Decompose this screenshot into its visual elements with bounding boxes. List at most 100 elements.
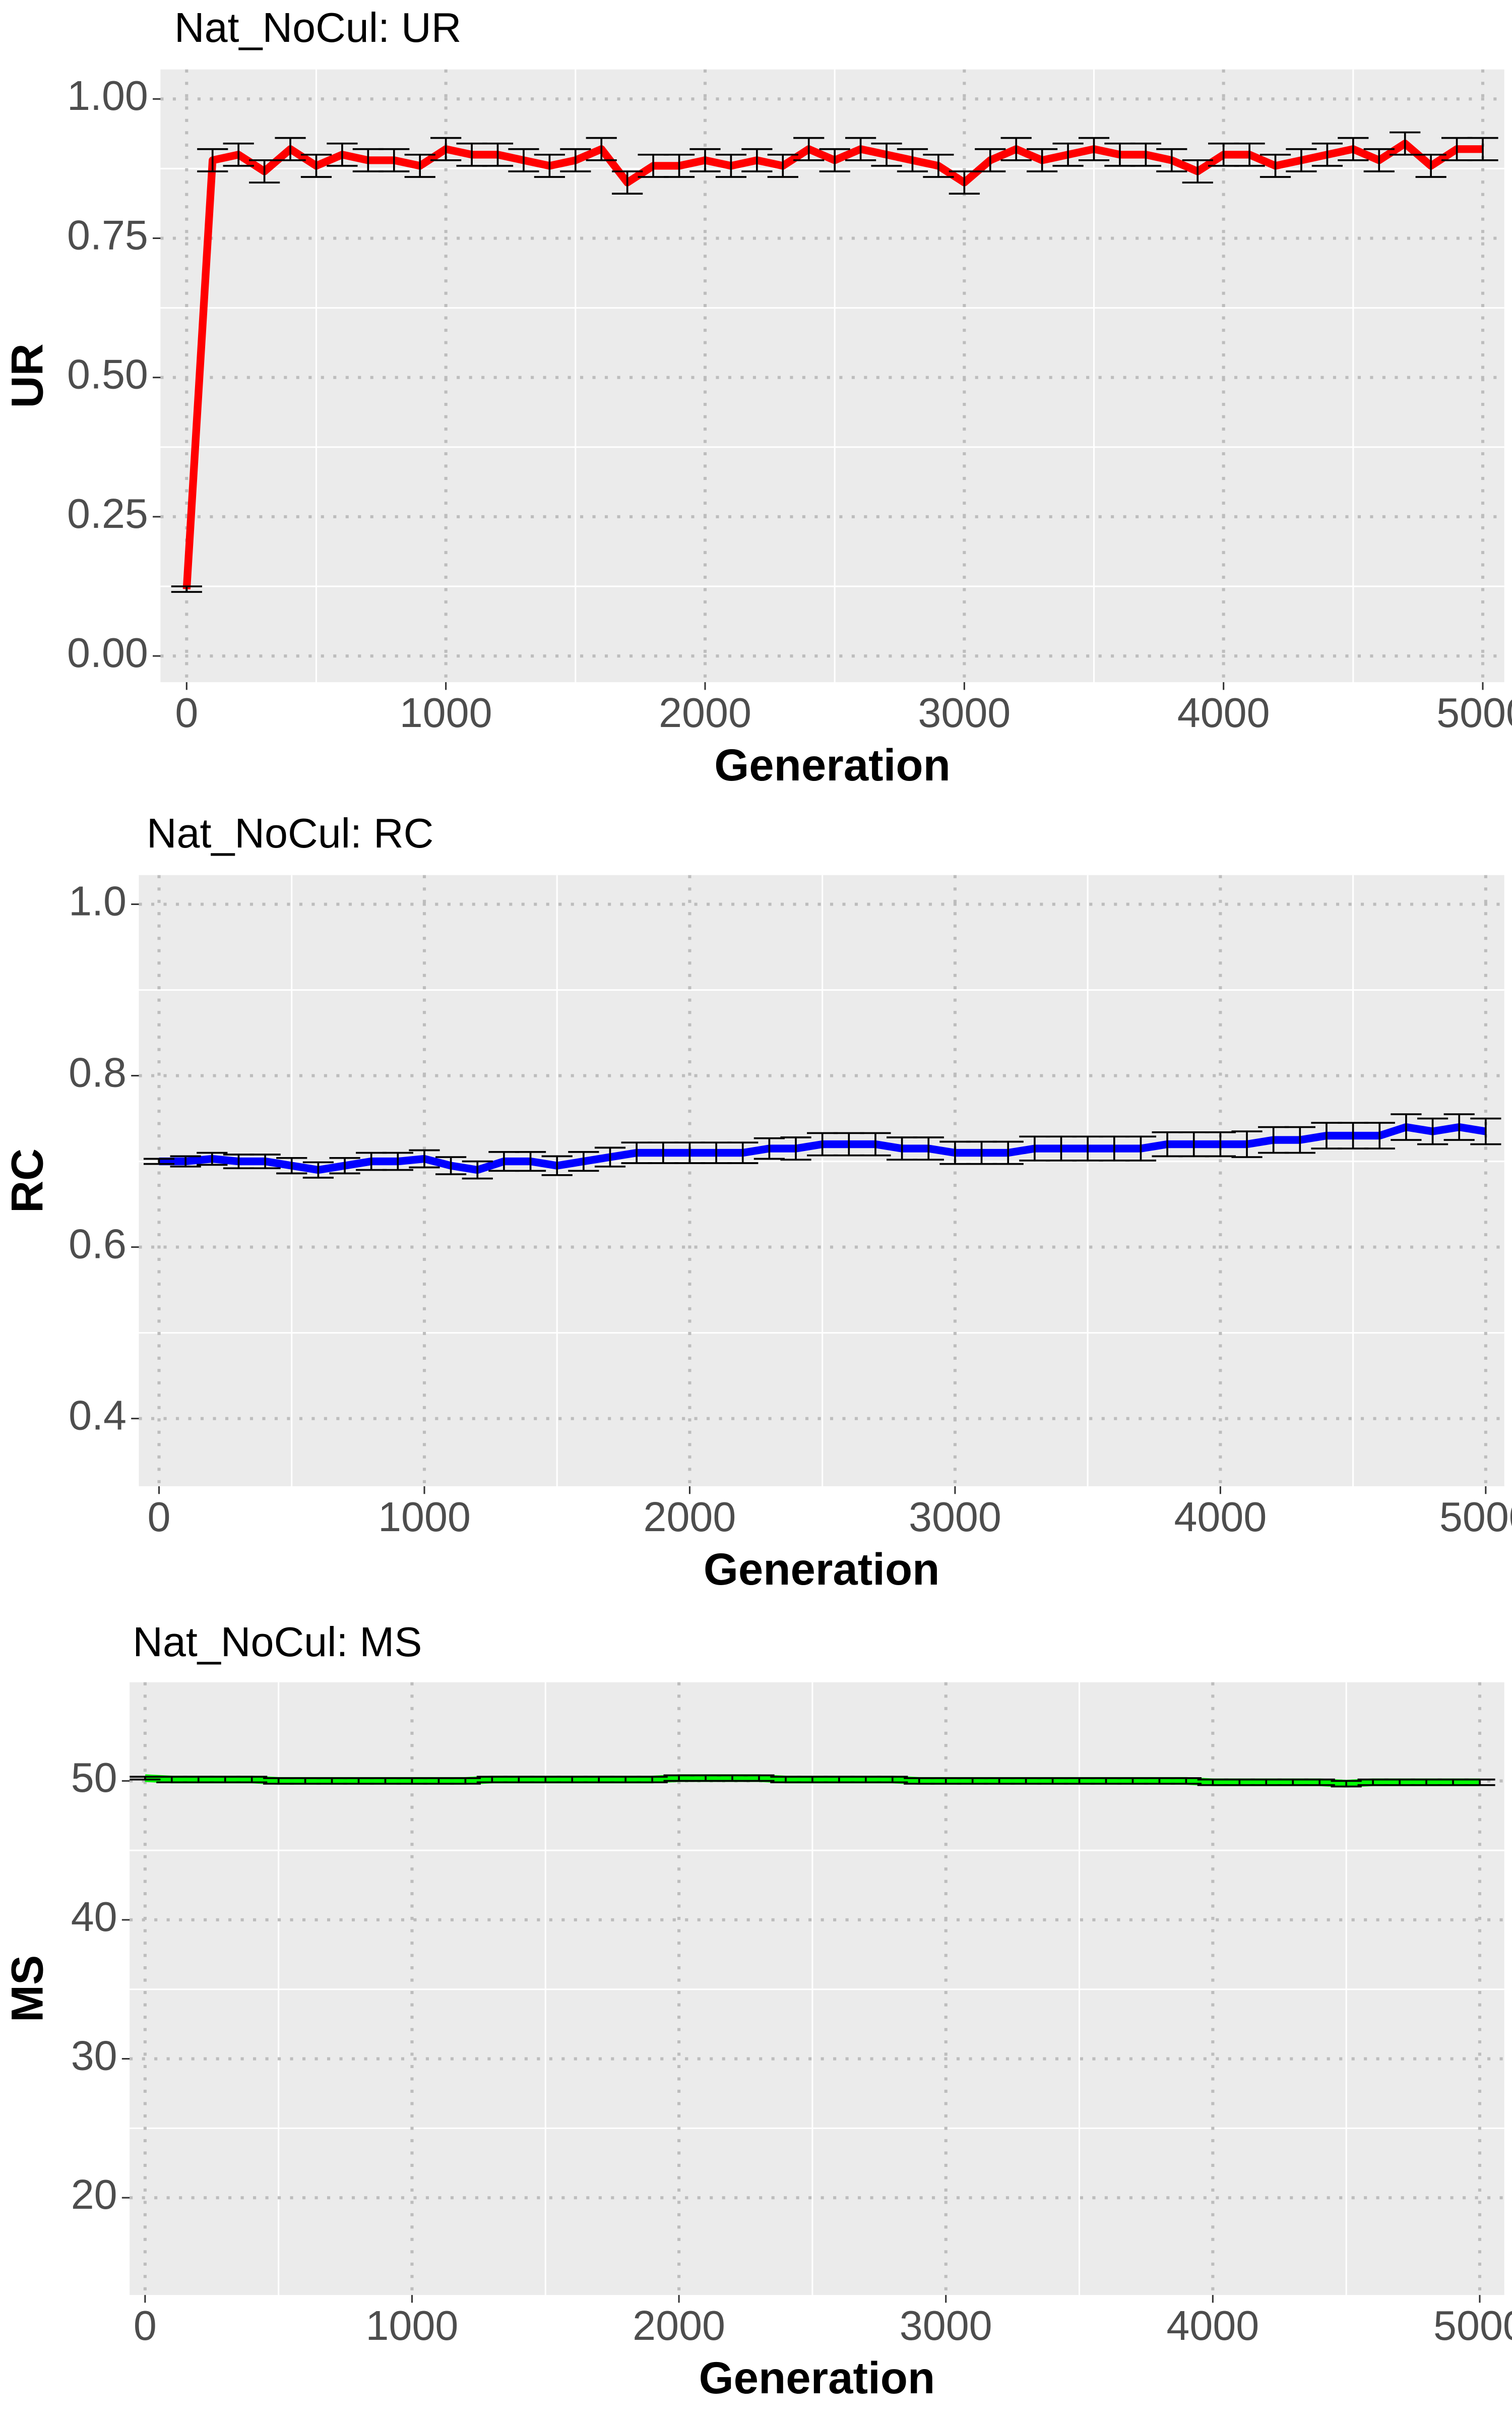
error-bar (807, 1132, 838, 1157)
error-bar (689, 148, 721, 172)
y-tick-label: 30 (71, 2032, 117, 2079)
error-bar (143, 1158, 175, 1165)
x-tick-label: 4000 (1177, 689, 1270, 736)
x-tick-label: 5000 (1439, 1493, 1512, 1540)
error-bar (170, 1155, 201, 1168)
error-bar (871, 142, 902, 167)
error-bar (1182, 159, 1213, 184)
error-bar (741, 148, 773, 172)
x-tick-label: 2000 (644, 1493, 736, 1540)
error-bar (1443, 1113, 1475, 1141)
error-bar (1363, 148, 1395, 172)
error-bar (263, 1777, 294, 1785)
error-bar (1052, 142, 1084, 167)
error-bar (1027, 148, 1058, 172)
error-bar (717, 1774, 748, 1782)
y-tick-label: 20 (71, 2171, 117, 2218)
y-tick-label: 0.6 (69, 1220, 127, 1267)
error-bar (482, 142, 514, 167)
error-bar (1152, 1131, 1183, 1158)
error-bar (210, 1776, 241, 1783)
error-bar (975, 148, 1006, 172)
error-bar (957, 1777, 988, 1785)
y-axis-label: MS (3, 1955, 52, 2022)
error-bar (1063, 1777, 1095, 1785)
error-bar (276, 1157, 307, 1175)
error-bar (674, 1141, 706, 1164)
error-bar (430, 137, 462, 161)
error-bar (727, 1141, 759, 1164)
error-bar (1304, 1778, 1335, 1786)
error-bar (770, 1776, 801, 1783)
y-tick-label: 0.4 (69, 1392, 127, 1438)
error-bar (663, 153, 695, 178)
error-bar (984, 1777, 1015, 1785)
error-bar (690, 1774, 721, 1782)
x-tick-label: 1000 (400, 689, 492, 736)
error-bar (456, 142, 487, 167)
error-bar (1090, 1777, 1122, 1785)
error-bar (1078, 137, 1110, 161)
error-bar (171, 585, 202, 593)
error-bar (1284, 1126, 1315, 1154)
y-tick-label: 0.25 (67, 490, 148, 537)
error-bar (249, 1154, 281, 1170)
error-bar (197, 148, 228, 172)
y-tick-label: 1.00 (67, 72, 148, 119)
x-tick-label: 2000 (633, 2302, 725, 2349)
error-bar (183, 1776, 214, 1783)
chart-title: Nat_NoCul: RC (147, 810, 434, 857)
error-bar (300, 153, 332, 178)
error-bar (508, 148, 539, 172)
error-bar (1390, 131, 1421, 156)
error-bar (462, 1160, 493, 1180)
error-bar (797, 1776, 828, 1783)
error-bar (1197, 1778, 1228, 1786)
error-bar (887, 1136, 918, 1161)
error-bar (275, 137, 306, 161)
error-bar (130, 1776, 161, 1781)
error-bar (992, 1140, 1024, 1165)
error-bar (1258, 1126, 1289, 1154)
error-bar (290, 1777, 321, 1785)
error-bar (583, 1776, 614, 1783)
error-bar (327, 142, 358, 167)
error-bar (1417, 1117, 1448, 1145)
error-bar (556, 1776, 588, 1783)
error-bar (1144, 1777, 1175, 1785)
error-bar (638, 153, 669, 178)
error-bar (1000, 137, 1032, 161)
error-bar (1337, 1122, 1369, 1150)
x-tick-label: 4000 (1166, 2302, 1259, 2349)
error-bar (1311, 1122, 1342, 1150)
y-tick-label: 0.75 (67, 211, 148, 258)
error-bar (663, 1774, 695, 1782)
error-bar (1338, 137, 1369, 161)
error-bar (860, 1132, 891, 1157)
error-bar (1415, 153, 1446, 178)
error-bar (793, 137, 825, 161)
error-bar (1130, 142, 1161, 167)
error-bar (1072, 1135, 1103, 1162)
error-bar (753, 1137, 785, 1160)
error-bar (923, 153, 954, 178)
error-bar (1311, 142, 1343, 167)
y-tick-label: 0.50 (67, 351, 148, 398)
error-bar (302, 1161, 334, 1179)
error-bar (534, 153, 565, 178)
x-tick-label: 0 (134, 2302, 157, 2349)
error-bar (767, 153, 798, 178)
x-axis-label: Generation (699, 2353, 935, 2403)
error-bar (515, 1151, 546, 1172)
error-bar (743, 1774, 775, 1782)
error-bar (1205, 1131, 1236, 1158)
error-bar (610, 1776, 641, 1783)
x-tick-label: 5000 (1436, 689, 1512, 736)
error-bar (594, 1146, 626, 1168)
error-bar (1045, 1135, 1077, 1162)
error-bar (541, 1155, 573, 1176)
x-tick-label: 1000 (378, 1493, 471, 1540)
y-tick-label: 40 (71, 1893, 117, 1940)
error-bar (450, 1777, 481, 1785)
error-bar (404, 153, 435, 178)
